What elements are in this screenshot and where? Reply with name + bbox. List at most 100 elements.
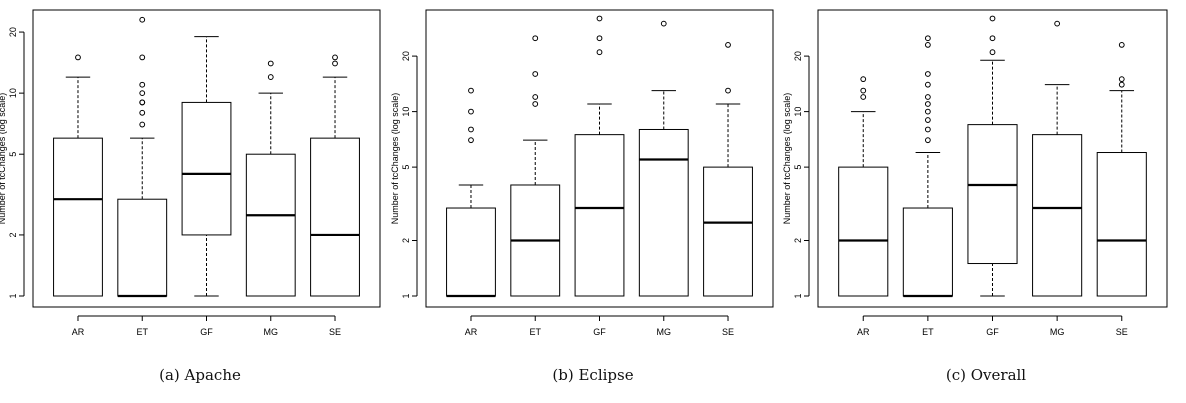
outlier-point: [532, 71, 539, 77]
outlier-point: [924, 126, 931, 133]
box-mg: [245, 60, 296, 297]
outlier-point: [924, 117, 931, 123]
outlier-point: [924, 71, 931, 77]
y-tick-label: 10: [793, 107, 803, 117]
outlier-point: [860, 87, 867, 94]
panel-1: 1 2 5 10 20 Number of tcChanges (log scale) AR…: [390, 9, 774, 337]
y-axis-label: Number of tcChanges (log scale): [0, 93, 7, 225]
box-et: [510, 35, 561, 297]
outlier-point: [139, 99, 146, 106]
outlier-point: [660, 20, 667, 27]
y-tick-label: 10: [401, 107, 411, 117]
y-tick-label: 10: [8, 88, 18, 98]
outlier-point: [139, 109, 146, 116]
x-tick-label: AR: [857, 327, 870, 337]
outlier-point: [924, 94, 931, 100]
outlier-point: [332, 54, 338, 61]
outlier-point: [989, 35, 996, 42]
outlier-point: [1118, 76, 1125, 83]
outlier-point: [332, 60, 338, 67]
x-tick-label: AR: [72, 327, 85, 337]
box-iqr: [181, 101, 232, 236]
x-tick-label: MG: [1050, 327, 1065, 337]
outlier-point: [468, 126, 474, 133]
box-iqr: [638, 128, 689, 297]
outlier-point: [139, 81, 146, 88]
box-gf: [574, 15, 625, 297]
box-se: [310, 54, 360, 297]
y-tick-label: 5: [8, 152, 18, 157]
outlier-point: [924, 81, 931, 88]
box-se: [1096, 42, 1147, 297]
outlier-point: [725, 42, 731, 48]
box-iqr: [53, 137, 103, 297]
box-ar: [838, 76, 889, 297]
outlier-point: [468, 137, 474, 144]
x-tick-label: MG: [657, 327, 672, 337]
outlier-point: [267, 60, 274, 67]
outlier-point: [139, 90, 146, 97]
plot-frame: [817, 9, 1168, 308]
outlier-point: [468, 108, 474, 115]
caption-eclipse: (b) Eclipse: [552, 366, 634, 384]
outlier-point: [1054, 20, 1061, 27]
outlier-point: [139, 121, 146, 128]
y-tick-label: 5: [793, 165, 803, 170]
outlier-point: [532, 101, 539, 107]
outlier-point: [596, 15, 603, 22]
panel-2: 1 2 5 10 20 Number of tcChanges (log scale) AR…: [782, 9, 1168, 337]
box-iqr: [574, 134, 625, 297]
x-tick-label: AR: [465, 327, 478, 337]
caption-overall: (c) Overall: [945, 366, 1027, 384]
y-tick-label: 1: [401, 293, 411, 298]
outlier-point: [267, 74, 274, 80]
y-tick-label: 20: [793, 51, 803, 61]
outlier-point: [989, 49, 996, 56]
plot-frame: [425, 9, 774, 308]
panel-0: 1 2 5 10 20 Number of tcChanges (log scale) AR…: [0, 9, 381, 337]
box-se: [703, 42, 753, 297]
y-axis-label: Number of tcChanges (log scale): [782, 93, 792, 225]
x-tick-label: ET: [136, 327, 148, 337]
plot-frame: [32, 9, 381, 308]
outlier-point: [532, 94, 539, 100]
outlier-point: [139, 16, 146, 23]
outlier-point: [532, 35, 539, 42]
box-iqr: [838, 166, 889, 297]
box-gf: [967, 15, 1018, 297]
x-tick-label: ET: [529, 327, 541, 337]
y-tick-label: 1: [8, 293, 18, 298]
outlier-point: [1118, 42, 1125, 48]
box-iqr: [310, 137, 360, 297]
x-tick-label: SE: [1116, 327, 1128, 337]
box-iqr: [967, 124, 1018, 265]
box-iqr: [1096, 152, 1147, 297]
box-gf: [181, 36, 232, 297]
box-iqr: [117, 198, 168, 297]
x-tick-label: GF: [200, 327, 213, 337]
box-iqr: [902, 207, 953, 297]
outlier-point: [596, 49, 603, 56]
outlier-point: [596, 35, 603, 42]
x-tick-label: GF: [986, 327, 999, 337]
outlier-point: [860, 94, 867, 100]
box-ar: [53, 54, 103, 297]
outlier-point: [924, 42, 931, 48]
box-mg: [638, 20, 689, 297]
box-mg: [1032, 20, 1083, 297]
box-et: [902, 35, 953, 298]
y-tick-label: 2: [793, 238, 803, 243]
y-axis-label: Number of tcChanges (log scale): [390, 93, 400, 225]
x-tick-label: GF: [593, 327, 606, 337]
y-tick-label: 2: [8, 232, 18, 237]
outlier-point: [924, 108, 931, 115]
x-tick-label: SE: [329, 327, 341, 337]
x-tick-label: SE: [722, 327, 734, 337]
box-iqr: [1032, 134, 1083, 297]
y-tick-label: 5: [401, 165, 411, 170]
outlier-point: [75, 54, 81, 61]
x-tick-label: MG: [264, 327, 279, 337]
y-tick-label: 2: [401, 238, 411, 243]
box-ar: [446, 87, 496, 298]
outlier-point: [860, 76, 867, 83]
